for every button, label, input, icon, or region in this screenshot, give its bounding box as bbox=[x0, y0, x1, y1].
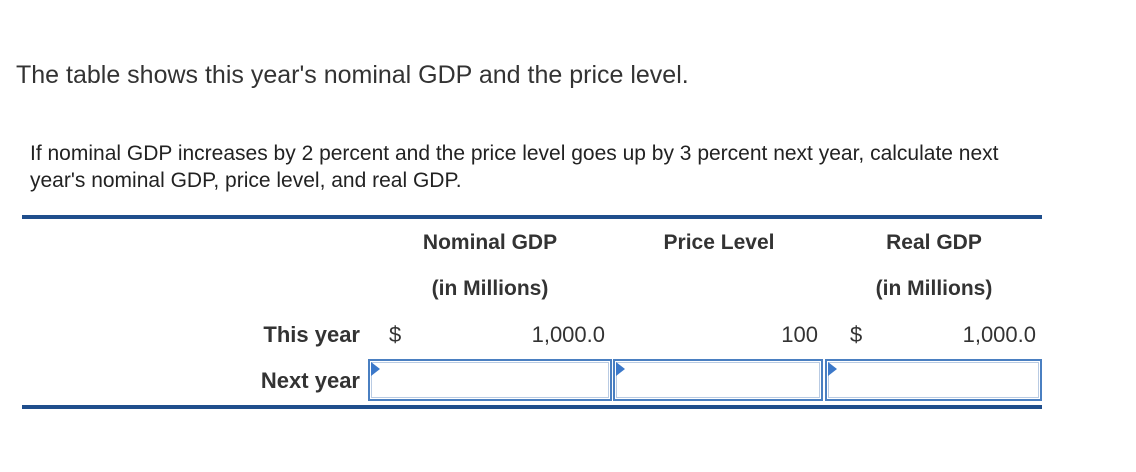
instruction-text: If nominal GDP increases by 2 percent an… bbox=[30, 142, 999, 192]
next-year-nominal-gdp-box bbox=[368, 359, 612, 401]
table-top-rule bbox=[22, 215, 1042, 219]
this-year-nominal-gdp: 1,000.0 bbox=[531, 322, 605, 347]
table-bottom-rule bbox=[22, 405, 1042, 409]
next-year-real-gdp-input[interactable] bbox=[831, 365, 1036, 395]
this-year-real-gdp: 1,000.0 bbox=[962, 322, 1036, 347]
row-label-next-year: Next year bbox=[260, 368, 360, 393]
intro-text: The table shows this year's nominal GDP … bbox=[16, 61, 689, 89]
header-real-gdp-unit: (in Millions) bbox=[875, 277, 993, 300]
next-year-price-level-input[interactable] bbox=[619, 365, 817, 395]
header-nominal-gdp-unit: (in Millions) bbox=[431, 277, 549, 300]
next-year-real-gdp-box bbox=[825, 359, 1042, 401]
header-nominal-gdp: Nominal GDP bbox=[422, 231, 558, 254]
next-year-nominal-gdp-input[interactable] bbox=[374, 365, 606, 395]
nominal-gdp-currency: $ bbox=[389, 322, 402, 347]
next-year-price-level-box bbox=[613, 359, 823, 401]
header-price-level: Price Level bbox=[663, 231, 775, 254]
this-year-price-level: 100 bbox=[781, 322, 818, 347]
header-real-gdp: Real GDP bbox=[886, 231, 982, 254]
real-gdp-currency: $ bbox=[850, 322, 863, 347]
row-label-this-year: This year bbox=[263, 322, 360, 347]
